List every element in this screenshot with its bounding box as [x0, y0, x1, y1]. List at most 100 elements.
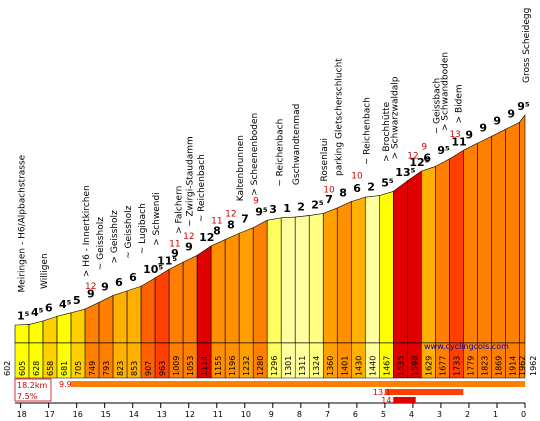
place-label: Rosenlaui [320, 138, 330, 182]
elevation-label: 605 [18, 361, 27, 376]
steepness-bar [384, 389, 464, 395]
km-tick-label: 10 [241, 410, 251, 419]
steepness-bar [393, 397, 416, 403]
grade-label: 8 [227, 218, 235, 231]
elevation-label: 1677 [438, 356, 447, 376]
grade-label: 8 [339, 187, 347, 200]
peak-grade-label: 9 [253, 196, 259, 206]
profile-segment [308, 213, 324, 344]
place-label: parking Gletscherschlucht [334, 58, 344, 176]
profile-area-group [14, 114, 526, 344]
profile-segment [407, 170, 422, 344]
profile-segment [350, 196, 366, 344]
profile-segment [392, 180, 408, 344]
km-tick-label: 6 [353, 410, 358, 419]
elevation-label: 1430 [354, 356, 363, 376]
grade-label: 6 [423, 151, 431, 164]
grade-label: 9 [171, 247, 179, 260]
km-tick-label: 11 [213, 410, 223, 419]
peak-grade-label: 11 [169, 240, 180, 250]
peak-grade-label: 9 [421, 142, 427, 152]
place-label: > Falchern [175, 186, 185, 234]
profile-segment [280, 216, 296, 344]
grade-label: 6 [115, 276, 123, 289]
grade-label: 9 [493, 114, 501, 127]
elevation-label: 681 [60, 361, 69, 376]
profile-segment [463, 142, 478, 344]
km-tick-label: 0 [521, 410, 526, 419]
elevation-label: 963 [158, 361, 167, 376]
place-label: ~ Reichenbach [197, 154, 207, 222]
profile-segment [28, 320, 44, 344]
elevation-label: 1324 [312, 356, 321, 376]
place-label: ~ Geissholz [124, 205, 134, 259]
grade-label: 9⁵ [517, 100, 530, 113]
profile-segment [210, 239, 226, 344]
place-labels: Meiringen - H6/Alpbachstrasse Willigen > H… [18, 8, 532, 293]
elevation-label: 1360 [326, 356, 335, 376]
profile-segment [266, 217, 282, 344]
profile-segment [224, 232, 240, 344]
place-label: ~ Geissholz [96, 217, 106, 271]
elevation-label: 1629 [424, 356, 433, 376]
profile-segment [322, 207, 338, 344]
grade-label: 6 [129, 271, 137, 284]
km-tick-label: 7 [325, 410, 330, 419]
elevation-label: 1401 [340, 356, 349, 376]
grade-label: 10⁵ [143, 263, 163, 276]
peak-grade-label: 11 [211, 216, 222, 226]
profile-segment [98, 295, 114, 344]
grade-label: 7 [241, 213, 249, 226]
steepness-bar [71, 381, 526, 387]
place-label: Kaltenbrunnen [236, 135, 246, 201]
place-label: Gross Scheidegg [522, 8, 532, 83]
grade-label: 1 [283, 202, 291, 215]
km-tick-label: 12 [185, 410, 195, 419]
km-tick-label: 14 [129, 410, 139, 419]
grade-label: 2⁵ [311, 199, 324, 212]
elevation-label: 1962 [518, 356, 527, 376]
peak-grade-label: 12 [407, 152, 418, 162]
elevation-label: 1009 [172, 356, 181, 376]
peak-grade-label: 13 [449, 130, 460, 140]
elevation-label: 628 [32, 361, 41, 376]
grade-label: 7 [325, 193, 333, 206]
elevation-label: 823 [116, 361, 125, 376]
grade-label: 6 [353, 182, 361, 195]
km-tick-label: 15 [101, 410, 111, 419]
place-label: Willigen [40, 253, 50, 289]
profile-segment [238, 227, 254, 344]
start-elevation-label: 602 [3, 361, 12, 376]
elevation-label: 749 [88, 361, 97, 376]
profile-segment [112, 290, 128, 344]
profile-segment [435, 158, 450, 344]
km-tick-label: 9 [269, 410, 274, 419]
elevation-label: 1114 [200, 356, 209, 376]
profile-segment [364, 195, 380, 344]
profile-segment [477, 135, 492, 344]
place-label: ~ Reichenbach [275, 119, 285, 187]
elevation-label: 1280 [256, 356, 265, 376]
km-tick-label: 2 [465, 410, 470, 419]
grade-label: 13⁵ [395, 166, 415, 179]
profile-segment [519, 114, 526, 344]
steepness-bar-label: 9.9 [59, 380, 72, 389]
grade-label: 9 [185, 240, 193, 253]
steepness-bar-label: 13.1 [373, 388, 391, 397]
profile-segment [126, 285, 142, 344]
place-label: > H6 - Innertkirchen [82, 185, 92, 277]
profile-segment [14, 324, 30, 344]
end-elevation-label: 1962 [529, 356, 538, 376]
grade-label: 11 [451, 135, 466, 148]
profile-segment [505, 121, 520, 344]
grade-label: 9 [101, 281, 109, 294]
place-label: > Scheenenboden [250, 113, 260, 196]
profile-segment [70, 308, 86, 344]
elevation-label: 1296 [270, 356, 279, 376]
peak-grade-label: 10 [351, 172, 363, 182]
grade-label: 12⁵ [409, 156, 429, 169]
elevation-label: 1823 [480, 356, 489, 376]
place-label: ~ Reichenbach [362, 97, 372, 165]
grade-label: 12 [199, 231, 214, 244]
